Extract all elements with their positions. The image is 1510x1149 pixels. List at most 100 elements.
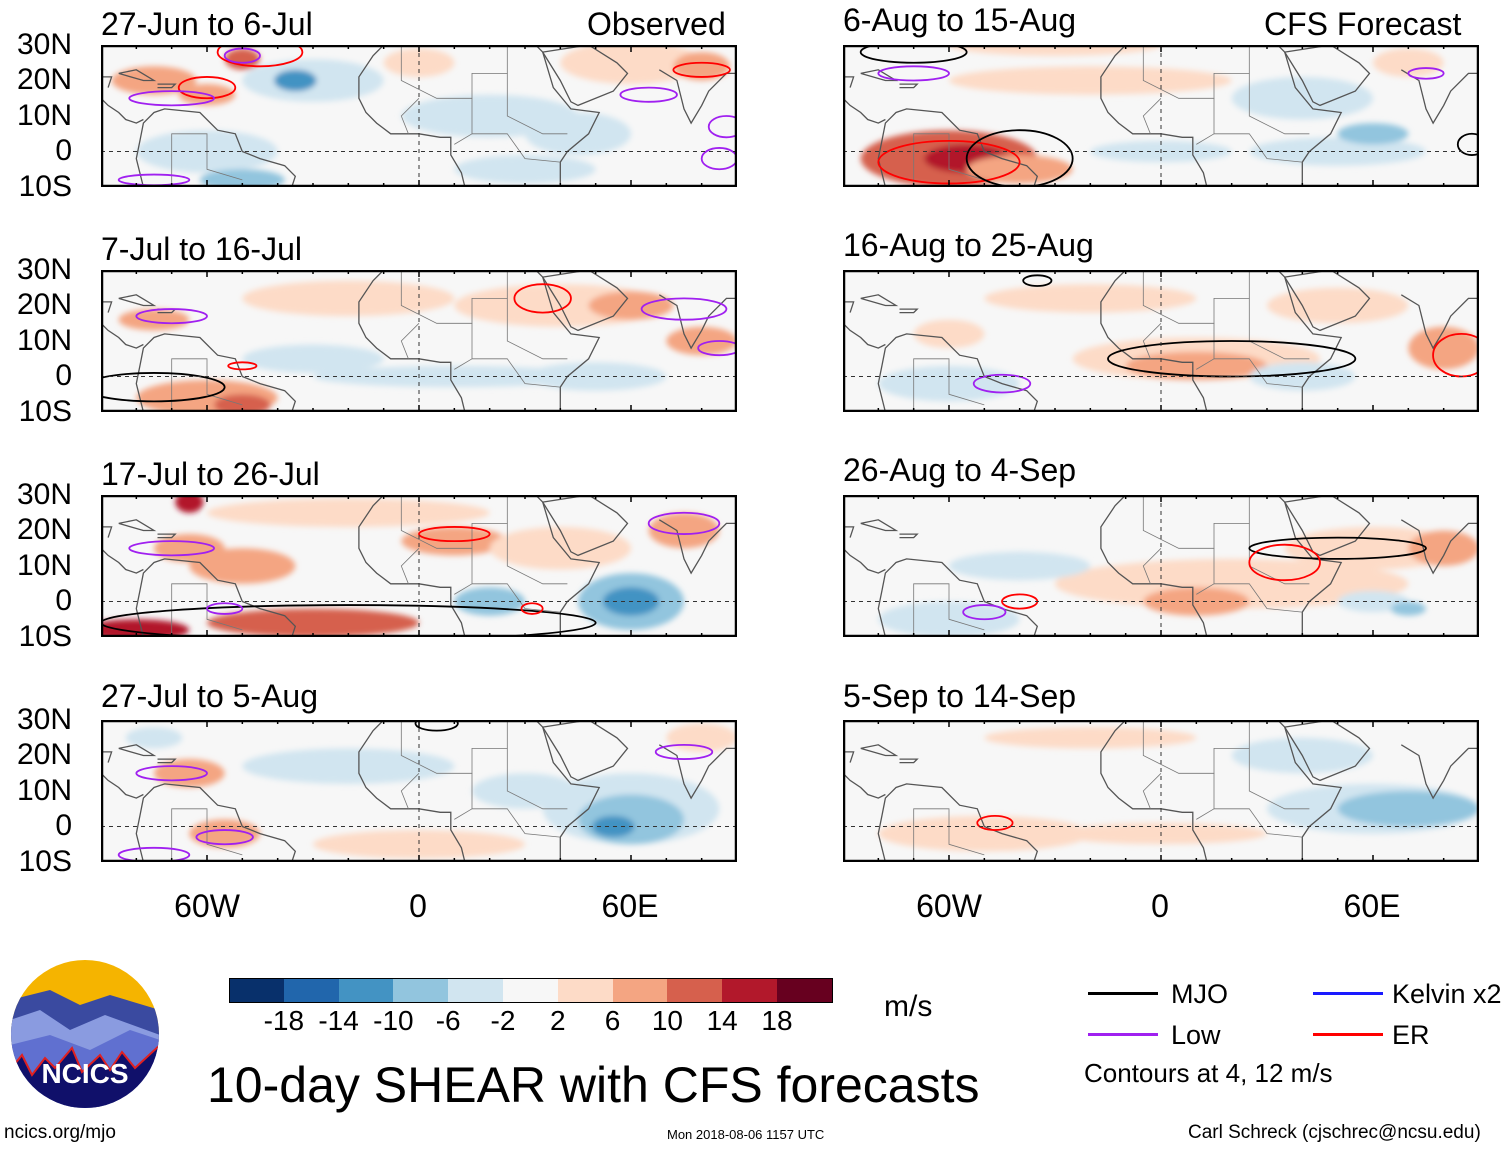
coastline [658,744,737,800]
coastline [101,526,113,538]
panel-title-fcst-3: 26-Aug to 4-Sep [843,452,1077,488]
wave-contour [177,76,237,100]
shear-anomaly-shading [525,362,667,391]
country-border [1214,583,1303,613]
country-border [472,808,561,838]
shear-anomaly-shading [984,727,1197,749]
shear-anomaly-shading [648,512,720,549]
panel-title-fcst-1: 6-Aug to 15-Aug [843,2,1077,38]
coastline [534,270,601,412]
shear-anomaly-shading [207,498,490,527]
colorbar-swatch [667,978,723,1003]
country-border [913,808,985,862]
legend-label-kelvin: Kelvin x2 [1392,979,1502,1009]
coastline [1284,45,1371,107]
logo-text: NCICS [41,1058,128,1089]
coastline [358,495,466,637]
coastline [534,45,601,187]
panel-title-obs-3: 17-Jul to 26-Jul [101,456,320,492]
coastline [118,744,157,757]
wave-contour [135,308,208,325]
lat-label: 10N [16,774,72,807]
coastline [135,333,297,412]
footer-url[interactable]: ncics.org/mjo [4,1122,116,1143]
shear-anomaly-shading [189,548,296,584]
wave-contour [128,90,215,107]
coastline [157,758,177,764]
lon-label-60w: 60W [916,888,982,924]
country-border [913,583,985,637]
contour-note: Contours at 4, 12 m/s [1084,1058,1333,1088]
lat-label: 10S [18,620,72,653]
lat-label: 10S [18,845,72,878]
footer-author: Carl Schreck (cjschrec@ncsu.edu) [1188,1122,1481,1143]
colorbar-label: -10 [373,1005,414,1036]
panel-title-obs-1: 27-Jun to 6-Jul [101,6,313,42]
country-border [1248,748,1310,810]
colorbar-swatch [338,978,394,1003]
country-border [506,298,568,360]
wave-contour [640,297,728,321]
colorbar-label: 18 [761,1005,793,1036]
coastline [877,108,1039,187]
colorbar-swatch [722,978,777,1003]
lon-label-60e: 60E [1343,888,1401,924]
country-border [1142,548,1162,584]
lon-label-60e: 60E [601,888,659,924]
shear-anomaly-shading [1408,326,1479,370]
coastline [860,69,899,82]
lat-label: 20N [16,738,72,771]
shear-anomaly-shading [878,815,1091,852]
wave-contour [707,115,737,139]
wave-contour [216,45,304,68]
panel-title-obs-2: 7-Jul to 16-Jul [101,231,302,267]
coastline [1400,69,1479,125]
country-border [400,98,420,134]
legend-line-er [1313,1033,1383,1036]
shear-anomaly-shading [578,794,684,845]
coastline [101,97,144,124]
coastline [542,45,629,107]
coastline [101,547,144,574]
coastline [135,783,297,862]
country-border [1248,73,1310,135]
wave-contour [1248,543,1321,582]
shear-anomaly-shading [125,727,183,749]
wave-contour [520,602,544,615]
coastline [1276,270,1343,412]
shear-anomaly-shading [207,608,419,637]
coastline [658,294,737,350]
legend-line-mjo [1088,992,1158,995]
colorbar-units: m/s [884,990,933,1023]
coastline [899,533,919,539]
country-border [472,358,561,388]
forecast-map-panel-3 [843,495,1479,637]
coastline [542,270,629,332]
country-border [400,773,420,809]
forecast-map-panel-2 [843,270,1479,412]
wave-contour [1022,274,1053,287]
coastline [1100,720,1208,862]
wave-contour [195,829,254,846]
wave-contour [1107,340,1357,378]
shear-anomaly-shading [274,69,317,92]
colorbar-label: 2 [550,1005,566,1036]
colorbar-label: 14 [706,1005,738,1036]
country-border [400,270,508,324]
legend-label-mjo: MJO [1171,979,1228,1009]
wave-contour [206,602,244,615]
colorbar-label: 10 [651,1005,683,1036]
wave-contour [962,604,1007,621]
colorbar-label: 6 [604,1005,621,1036]
country-border [506,748,568,810]
country-border [1248,298,1310,360]
country-border [472,133,561,163]
country-border [171,133,243,187]
lon-label-0: 0 [1151,888,1169,924]
country-border [1214,133,1303,163]
shear-anomaly-shading [154,759,225,788]
country-border [171,583,243,637]
country-border [913,133,985,187]
shear-anomaly-shading [242,748,455,784]
coastline [860,519,899,532]
